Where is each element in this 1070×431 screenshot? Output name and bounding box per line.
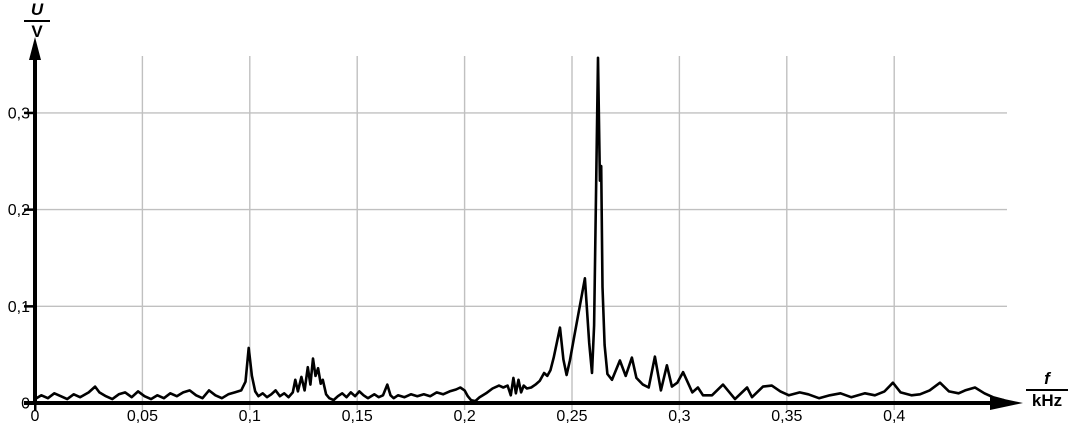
x-tick-label: 0,3 (668, 408, 690, 425)
y-tick-label: 0,3 (8, 105, 30, 122)
x-tick-label: 0,1 (239, 408, 261, 425)
x-tick-label: 0,4 (883, 408, 905, 425)
gridlines (35, 56, 1007, 410)
x-tick-label: 0,35 (771, 408, 802, 425)
y-tick-label: 0,2 (8, 202, 30, 219)
y-axis-label: U V (24, 1, 50, 41)
y-tick-mark (24, 305, 33, 308)
x-axis-quantity: f (1026, 370, 1068, 391)
x-axis-line (24, 401, 992, 405)
y-axis-quantity: U (24, 1, 50, 22)
y-tick-mark (24, 111, 33, 115)
x-tick-label: 0,25 (556, 408, 587, 425)
axes (24, 37, 1023, 410)
x-axis-unit: kHz (1031, 390, 1063, 410)
x-tick-label: 0,05 (127, 408, 158, 425)
y-tick-label: 0 (21, 396, 30, 413)
x-tick-label: 0,2 (453, 408, 475, 425)
y-tick-mark (24, 208, 33, 211)
x-tick-mark (34, 404, 37, 411)
x-axis-label: f kHz (1026, 370, 1068, 410)
tick-marks-and-labels: 0 0,05 0,1 0,15 0,2 0,25 0,3 0,35 0,4 0 0,1 0,2 0,3 (8, 105, 906, 425)
y-axis-line (33, 54, 37, 405)
y-axis-unit: V (31, 21, 43, 41)
y-axis-arrow (29, 37, 41, 60)
x-tick-label: 0,15 (342, 408, 373, 425)
spectrum-curve (33, 56, 1006, 403)
y-tick-mark (24, 401, 33, 405)
y-tick-label: 0,1 (8, 299, 30, 316)
x-tick-label: 0 (31, 408, 40, 425)
